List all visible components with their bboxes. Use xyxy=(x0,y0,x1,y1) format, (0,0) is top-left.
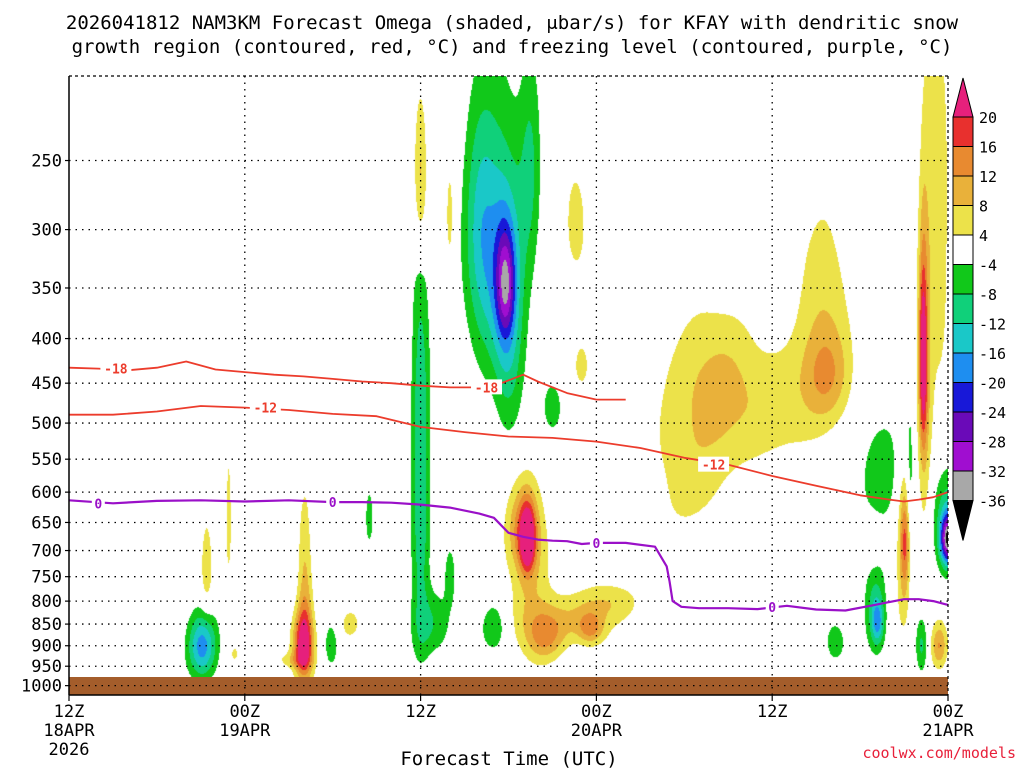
colorbar-bottom-arrow xyxy=(952,500,974,541)
colorbar-label: -36 xyxy=(979,493,1006,511)
y-tick-label: 800 xyxy=(31,592,62,612)
chart-title-line1: 2026041812 NAM3KM Forecast Omega (shaded… xyxy=(65,12,959,34)
colorbar-label: 8 xyxy=(979,198,988,216)
y-tick-label: 350 xyxy=(31,279,62,299)
colorbar-segment xyxy=(952,205,974,236)
contour-label-bg xyxy=(326,494,340,510)
y-tick-label: 250 xyxy=(31,152,62,172)
x-tick-year: 2026 xyxy=(49,740,90,760)
y-tick-label: 1000 xyxy=(21,677,62,697)
colorbar-segment xyxy=(952,264,974,295)
colorbar-label: -20 xyxy=(979,375,1006,393)
x-tick-label: 00Z xyxy=(933,702,964,722)
x-tick-date: 20APR xyxy=(571,721,623,741)
y-tick-label: 850 xyxy=(31,615,62,635)
colorbar-label: -8 xyxy=(979,286,997,304)
contour-label-bg xyxy=(91,495,105,511)
contour-label: -12 xyxy=(254,402,277,417)
x-axis-label: Forecast Time (UTC) xyxy=(400,748,617,768)
y-tick-label: 750 xyxy=(31,568,62,588)
contour-label: 0 xyxy=(94,497,102,512)
x-tick-label: 00Z xyxy=(581,702,612,722)
y-tick-label: 700 xyxy=(31,542,62,562)
colorbar-label: 16 xyxy=(979,139,997,157)
contour-label: 0 xyxy=(592,537,600,552)
colorbar-segment xyxy=(952,175,974,206)
colorbar-label: -28 xyxy=(979,434,1006,452)
colorbar-label: -16 xyxy=(979,345,1006,363)
contour-label: 0 xyxy=(329,496,337,511)
x-tick-date: 18APR xyxy=(43,721,95,741)
colorbar-label: 12 xyxy=(979,168,997,186)
colorbar-segment xyxy=(952,411,974,442)
site-credit[interactable]: coolwx.com/models xyxy=(862,744,1016,762)
colorbar-segment xyxy=(952,234,974,265)
colorbar-segment xyxy=(952,293,974,324)
colorbar-segment xyxy=(952,470,974,501)
contour-dendritic--18 xyxy=(68,360,626,401)
y-tick-label: 650 xyxy=(31,513,62,533)
colorbar-segment xyxy=(952,352,974,383)
omega-shaded-field xyxy=(69,76,948,695)
colorbar-label: -4 xyxy=(979,257,997,275)
contour-label: -18 xyxy=(104,363,128,378)
contour-label: -18 xyxy=(475,381,499,396)
colorbar-label: -24 xyxy=(979,404,1006,422)
contour-label-bg xyxy=(765,599,779,615)
colorbar-segment xyxy=(952,116,974,147)
colorbar-segment xyxy=(952,382,974,413)
colorbar-segment xyxy=(952,441,974,472)
y-tick-label: 550 xyxy=(31,450,62,470)
x-tick-label: 12Z xyxy=(405,702,436,722)
contour-label-bg xyxy=(471,379,503,395)
colorbar-segment xyxy=(952,146,974,177)
contour-label-bg xyxy=(249,399,281,415)
x-tick-date: 19APR xyxy=(219,721,271,741)
y-tick-label: 300 xyxy=(31,221,62,241)
x-tick-label: 12Z xyxy=(54,702,85,722)
y-tick-label: 400 xyxy=(31,330,62,350)
chart-title-line2: growth region (contoured, red, °C) and f… xyxy=(71,36,953,58)
y-tick-label: 500 xyxy=(31,414,62,434)
colorbar-label: -12 xyxy=(979,316,1006,334)
y-tick-label: 450 xyxy=(31,374,62,394)
contour-label: -12 xyxy=(702,459,725,474)
contour-label-bg xyxy=(698,456,730,472)
x-tick-label: 12Z xyxy=(757,702,788,722)
contour-label-bg xyxy=(589,534,603,550)
y-tick-label: 900 xyxy=(31,637,62,657)
colorbar-segment xyxy=(952,323,974,354)
colorbar-label: 4 xyxy=(979,227,988,245)
colorbar-label: 20 xyxy=(979,109,997,127)
contour-label-bg xyxy=(100,360,132,376)
y-tick-label: 600 xyxy=(31,483,62,503)
contour-label: 0 xyxy=(768,601,776,616)
contour-dendritic--12 xyxy=(69,405,949,503)
x-tick-date: 21APR xyxy=(922,721,974,741)
colorbar-label: -32 xyxy=(979,463,1006,481)
terrain-surface xyxy=(69,677,948,695)
x-tick-label: 00Z xyxy=(229,702,260,722)
y-tick-label: 950 xyxy=(31,657,62,677)
colorbar-top-arrow xyxy=(952,77,974,118)
